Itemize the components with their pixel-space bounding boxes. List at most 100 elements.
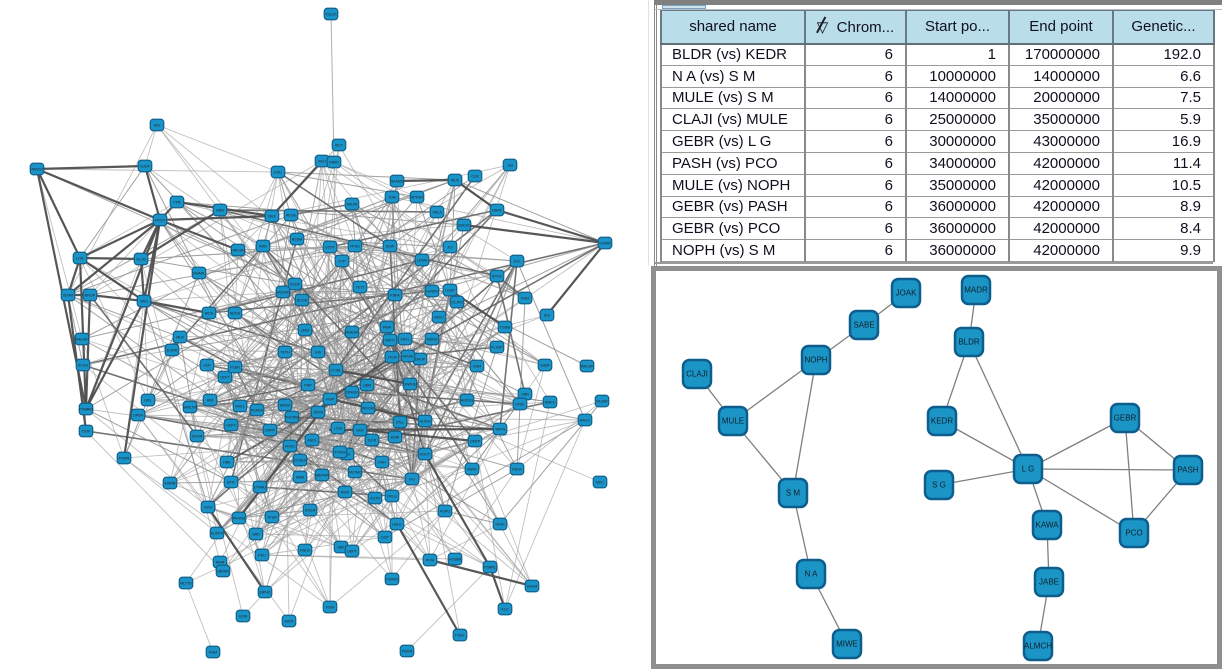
svg-text:PEU: PEU bbox=[258, 554, 266, 558]
svg-text:UDHN: UDHN bbox=[192, 435, 203, 439]
svg-text:PCO: PCO bbox=[1125, 529, 1142, 538]
svg-text:GRL: GRL bbox=[144, 399, 151, 403]
svg-text:KPOK: KPOK bbox=[492, 275, 503, 279]
svg-text:UTWAJ: UTWAJ bbox=[254, 486, 266, 490]
svg-text:GDFT: GDFT bbox=[325, 246, 336, 250]
svg-text:PFHNU: PFHNU bbox=[233, 517, 246, 521]
svg-text:WACEP: WACEP bbox=[580, 365, 594, 369]
svg-text:NKAMD: NKAMD bbox=[391, 180, 404, 184]
svg-text:FWU: FWU bbox=[521, 297, 530, 301]
svg-text:RIM: RIM bbox=[207, 399, 214, 403]
svg-text:IOLTR: IOLTR bbox=[370, 497, 381, 501]
svg-text:WDOKI: WDOKI bbox=[362, 407, 374, 411]
svg-text:KNLR: KNLR bbox=[512, 468, 522, 472]
svg-text:KOOT: KOOT bbox=[420, 453, 431, 457]
svg-text:WUJ: WUJ bbox=[318, 160, 326, 164]
svg-text:NSSM: NSSM bbox=[292, 238, 302, 242]
svg-text:UBM: UBM bbox=[363, 384, 371, 388]
svg-text:TSLCK: TSLCK bbox=[325, 13, 337, 17]
svg-text:WCG: WCG bbox=[205, 312, 214, 316]
svg-text:ISJAR: ISJAR bbox=[63, 294, 74, 298]
svg-text:FNP: FNP bbox=[304, 384, 312, 388]
svg-text:TTWW: TTWW bbox=[334, 451, 346, 455]
svg-text:OLJPS: OLJPS bbox=[451, 301, 463, 305]
svg-text:MULE: MULE bbox=[722, 417, 744, 426]
svg-text:HMM: HMM bbox=[296, 476, 305, 480]
svg-text:SBP: SBP bbox=[337, 546, 345, 550]
svg-text:OMTP: OMTP bbox=[470, 440, 481, 444]
svg-text:GNWR: GNWR bbox=[599, 242, 611, 246]
svg-text:ANDL: ANDL bbox=[307, 439, 317, 443]
svg-text:IWCC: IWCC bbox=[434, 316, 444, 320]
svg-text:SOW: SOW bbox=[386, 245, 395, 249]
svg-text:USNI: USNI bbox=[239, 615, 248, 619]
svg-text:FKH: FKH bbox=[378, 461, 386, 465]
svg-text:JABE: JABE bbox=[1039, 578, 1059, 587]
svg-text:RCDF: RCDF bbox=[290, 283, 301, 287]
svg-text:SUBF: SUBF bbox=[540, 364, 550, 368]
svg-text:FRCR: FRCR bbox=[155, 219, 165, 223]
svg-text:HCILH: HCILH bbox=[78, 364, 89, 368]
svg-text:RAM: RAM bbox=[209, 651, 217, 655]
svg-text:KAWA: KAWA bbox=[1036, 521, 1060, 530]
svg-text:MKC: MKC bbox=[596, 481, 604, 485]
svg-text:SNTL: SNTL bbox=[400, 338, 409, 342]
svg-text:DRWI: DRWI bbox=[133, 414, 143, 418]
svg-text:PUKL: PUKL bbox=[455, 634, 464, 638]
svg-text:JTLM: JTLM bbox=[388, 356, 397, 360]
svg-text:JOM: JOM bbox=[388, 196, 396, 200]
svg-text:EIPHC: EIPHC bbox=[260, 591, 271, 595]
svg-text:DFBGI: DFBGI bbox=[347, 391, 358, 395]
svg-text:SSCJG: SSCJG bbox=[458, 224, 470, 228]
svg-text:SWADL: SWADL bbox=[193, 272, 206, 276]
svg-text:WEFWK: WEFWK bbox=[315, 474, 329, 478]
svg-text:KNLD: KNLD bbox=[300, 549, 310, 553]
svg-text:DCP: DCP bbox=[381, 536, 389, 540]
svg-text:BLDR: BLDR bbox=[958, 338, 980, 347]
svg-text:LEKP: LEKP bbox=[445, 289, 455, 293]
svg-text:DAGR: DAGR bbox=[305, 509, 316, 513]
svg-text:NDGS: NDGS bbox=[230, 312, 241, 316]
svg-text:HBE: HBE bbox=[223, 461, 231, 465]
svg-text:MADR: MADR bbox=[964, 286, 988, 295]
svg-text:BCCB: BCCB bbox=[297, 299, 308, 303]
svg-text:AAGM: AAGM bbox=[527, 585, 538, 589]
svg-text:IHS: IHS bbox=[315, 351, 322, 355]
svg-text:UFBL: UFBL bbox=[515, 403, 524, 407]
svg-text:OFFT: OFFT bbox=[220, 376, 230, 380]
svg-text:TFUR: TFUR bbox=[267, 516, 277, 520]
svg-text:PFRI: PFRI bbox=[426, 559, 434, 563]
svg-text:FFHU: FFHU bbox=[350, 245, 360, 249]
svg-text:JJU: JJU bbox=[507, 164, 514, 168]
svg-text:TETT: TETT bbox=[356, 286, 366, 290]
svg-text:KMD: KMD bbox=[259, 245, 267, 249]
svg-text:CCIHL: CCIHL bbox=[331, 369, 342, 373]
svg-text:PASH: PASH bbox=[1177, 466, 1198, 475]
svg-text:N A: N A bbox=[805, 570, 819, 579]
svg-text:LBRNH: LBRNH bbox=[217, 570, 230, 574]
svg-text:L G: L G bbox=[1022, 465, 1035, 474]
svg-text:FODRO: FODRO bbox=[386, 578, 399, 582]
svg-text:RACC: RACC bbox=[580, 419, 591, 423]
svg-text:MLR: MLR bbox=[176, 336, 184, 340]
svg-text:SCR: SCR bbox=[356, 429, 364, 433]
svg-text:URR: URR bbox=[521, 393, 529, 397]
svg-text:UWRJU: UWRJU bbox=[404, 383, 417, 387]
svg-text:EORR: EORR bbox=[167, 349, 178, 353]
svg-text:EWRB: EWRB bbox=[165, 482, 176, 486]
svg-text:GRM: GRM bbox=[473, 365, 481, 369]
svg-text:GOU: GOU bbox=[204, 506, 213, 510]
svg-text:S G: S G bbox=[932, 481, 946, 490]
svg-text:RWA: RWA bbox=[383, 326, 392, 330]
svg-text:HUGO: HUGO bbox=[420, 420, 431, 424]
svg-text:GJOF: GJOF bbox=[140, 165, 150, 169]
svg-text:KWJI: KWJI bbox=[341, 491, 350, 495]
svg-text:WUC: WUC bbox=[451, 179, 460, 183]
svg-text:FFR: FFR bbox=[174, 201, 181, 205]
svg-text:MSJW: MSJW bbox=[347, 203, 358, 207]
svg-text:ALMCH: ALMCH bbox=[1024, 642, 1052, 651]
svg-text:PUARE: PUARE bbox=[251, 409, 264, 413]
svg-text:AIG: AIG bbox=[154, 124, 160, 128]
svg-text:WAFC: WAFC bbox=[545, 401, 556, 405]
svg-text:WCEAO: WCEAO bbox=[276, 291, 290, 295]
